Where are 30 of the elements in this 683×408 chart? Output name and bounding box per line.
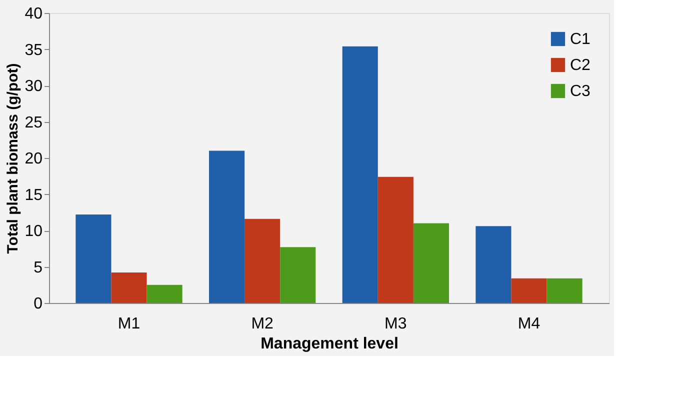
y-axis-title: Total plant biomass (g/pot): [4, 63, 22, 254]
legend-label: C3: [570, 83, 591, 100]
y-tick-label: 5: [34, 259, 43, 276]
y-tick-label: 25: [24, 114, 43, 132]
y-tick-label: 10: [24, 223, 43, 240]
y-tick-label: 35: [24, 42, 43, 59]
bar: [378, 176, 414, 303]
x-tick-label: M2: [251, 316, 274, 332]
y-tick-label: 0: [34, 296, 43, 312]
bar: [244, 218, 280, 303]
x-tick-label: M4: [518, 316, 540, 332]
y-tick-label: 30: [24, 78, 43, 95]
x-tick-label: M3: [384, 316, 407, 332]
bar: [476, 226, 512, 303]
x-tick-label: M1: [118, 316, 140, 332]
y-tick-label: 15: [24, 186, 43, 204]
bar: [76, 214, 112, 303]
legend-label: C1: [570, 31, 591, 48]
bar: [146, 284, 182, 303]
bar: [280, 247, 316, 303]
y-tick-label: 40: [24, 6, 43, 22]
x-axis-title: Management level: [260, 336, 398, 352]
bar: [111, 272, 147, 303]
bar: [413, 223, 449, 303]
bar: [546, 278, 582, 303]
bar: [511, 278, 547, 303]
y-tick-label: 20: [24, 150, 43, 168]
bar: [209, 150, 245, 303]
legend-label: C2: [570, 57, 591, 74]
bar: [342, 46, 378, 303]
